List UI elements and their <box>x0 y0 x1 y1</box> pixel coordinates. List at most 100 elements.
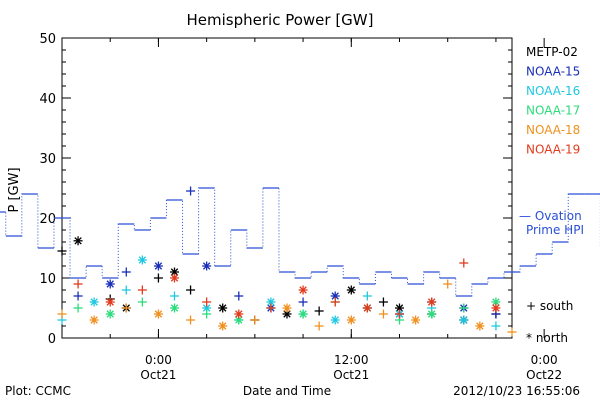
legend-entry: NOAA-17 <box>526 104 580 118</box>
point-stroke <box>411 316 420 324</box>
point-stroke <box>492 304 500 312</box>
point-stroke <box>170 268 179 276</box>
point-stroke <box>283 304 291 312</box>
asterisk-point <box>137 255 147 265</box>
asterisk-point <box>346 285 356 295</box>
plus-point <box>202 297 212 307</box>
point-stroke <box>106 310 114 318</box>
point-stroke <box>90 298 98 306</box>
asterisk-point <box>234 309 244 319</box>
point-stroke <box>331 316 339 324</box>
point-stroke <box>492 298 500 306</box>
plus-point <box>378 297 388 307</box>
asterisk-point <box>218 321 228 331</box>
chart-title: Hemispheric Power [GW] <box>187 11 374 29</box>
point-stroke <box>106 280 114 288</box>
plus-point <box>266 303 276 313</box>
asterisk-point <box>491 297 501 307</box>
plus-point <box>186 315 196 325</box>
plus-point <box>459 258 469 268</box>
plus-point <box>314 321 324 331</box>
point-stroke <box>219 304 227 312</box>
point-stroke <box>154 262 163 270</box>
plus-point <box>330 297 340 307</box>
asterisk-point <box>282 303 292 313</box>
y-axis-title: P [GW] <box>7 167 22 212</box>
y-tick-label: 30 <box>39 152 56 167</box>
hpi-line <box>0 187 600 297</box>
plus-point <box>507 327 517 337</box>
asterisk-point <box>362 303 372 313</box>
plus-point <box>137 297 147 307</box>
point-stroke <box>363 304 372 312</box>
plus-point <box>234 291 244 301</box>
plus-point <box>170 291 179 301</box>
asterisk-point <box>330 315 340 325</box>
y-tick-label: 10 <box>39 272 56 287</box>
x-tick-time-label: 0:00 <box>145 353 172 367</box>
x-tick-date-label: Oct21 <box>140 368 176 382</box>
point-stroke <box>219 322 227 330</box>
point-stroke <box>283 310 291 318</box>
y-tick-label: 40 <box>39 92 56 107</box>
plus-point <box>459 303 469 313</box>
point-stroke <box>476 322 484 330</box>
hpi-series <box>0 187 600 297</box>
legend-entry: NOAA-19 <box>526 143 580 157</box>
plus-point <box>57 246 67 256</box>
y-tick-label: 0 <box>48 332 56 347</box>
plus-point <box>314 306 324 316</box>
plus-point <box>73 279 83 289</box>
legend-entry: NOAA-18 <box>526 123 580 137</box>
legend-entry: NOAA-16 <box>526 84 580 98</box>
x-axis-title: Date and Time <box>243 384 331 398</box>
asterisk-point <box>105 297 115 307</box>
legend-hpi-line1: — Ovation <box>519 209 582 223</box>
plot-area <box>61 37 513 339</box>
plus-point <box>121 303 131 313</box>
plus-point <box>57 309 67 319</box>
asterisk-point <box>298 309 308 319</box>
plus-point <box>298 297 308 307</box>
plus-point <box>137 285 147 295</box>
plus-point <box>202 309 212 319</box>
asterisk-point <box>170 303 179 313</box>
asterisk-point <box>475 321 485 331</box>
point-stroke <box>138 256 147 264</box>
plus-point <box>73 291 83 301</box>
point-stroke <box>395 304 404 312</box>
y-tick-label: 50 <box>39 32 56 47</box>
point-stroke <box>170 274 179 282</box>
plus-point <box>73 303 83 313</box>
asterisk-point <box>411 315 421 325</box>
point-stroke <box>427 298 436 306</box>
point-stroke <box>170 304 179 312</box>
scatter-points <box>57 186 517 337</box>
asterisk-point <box>89 315 99 325</box>
plus-point <box>153 273 163 283</box>
asterisk-point <box>427 297 437 307</box>
plus-point <box>121 285 131 295</box>
y-axis: 0 10 20 30 40 50 <box>39 32 512 347</box>
asterisk-point <box>153 309 163 319</box>
legend: METP-02 NOAA-15 NOAA-16 NOAA-17 NOAA-18 NOAA-… <box>519 45 584 345</box>
point-stroke <box>235 310 243 318</box>
asterisk-point <box>105 279 115 289</box>
asterisk-point <box>105 309 115 319</box>
asterisk-point <box>218 303 228 313</box>
point-stroke <box>299 310 307 318</box>
asterisk-point <box>202 261 212 271</box>
point-stroke <box>202 304 211 312</box>
plus-point <box>186 186 196 196</box>
x-axis: 0:00Oct2112:00Oct210:00Oct2212:00Oct220:… <box>61 38 562 382</box>
plus-point <box>443 279 453 289</box>
y-axis-title-group: P [GW] <box>7 167 22 212</box>
point-stroke <box>202 262 211 270</box>
point-stroke <box>427 310 436 318</box>
plus-point <box>491 321 501 331</box>
point-stroke <box>235 316 243 324</box>
x-tick-time-label: 12:00 <box>334 353 369 367</box>
marker-legend-entry: * north <box>526 331 568 345</box>
asterisk-point <box>73 236 83 246</box>
